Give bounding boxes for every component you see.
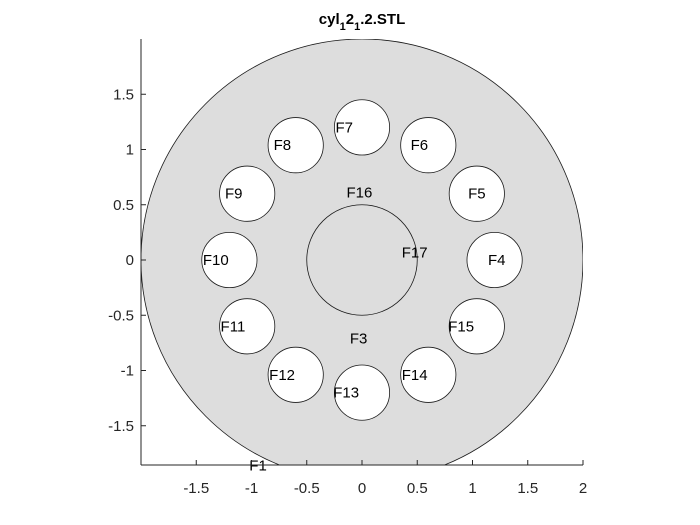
title-segment: 2 [346,11,354,28]
axes: -1.5 -1 -0.5 0 0.5 1 1.5 2 -1.5 -1 -0.5 0 0.5 1 1.5 [108,39,587,497]
face-label-f8: F8 [274,137,292,154]
x-tick-label: -1.5 [183,480,209,497]
face-label-f3: F3 [350,330,368,347]
hole-circle-6 [219,165,276,222]
title-segment: cyl [319,11,340,28]
title-subscript: 1 [354,21,360,33]
x-tick-label: -1 [245,480,258,497]
hole-circle-12 [448,298,505,355]
x-tick-label: 2 [579,480,587,497]
hole-circle-1 [466,231,523,289]
x-tick-label: 1 [468,480,476,497]
x-tick-label: -0.5 [294,480,320,497]
y-tick-label: -0.5 [108,307,134,324]
y-tick-label: 1 [126,142,134,159]
face-label-f1: F1 [249,458,267,475]
hole-circle-3 [400,117,457,174]
outer-boundary-circle [141,39,583,465]
face-label-f4: F4 [488,252,506,269]
y-tick-label: 0 [126,252,134,269]
face-label-f15: F15 [448,318,474,335]
y-tick-label: 0.5 [113,197,134,214]
shape-layer [141,39,583,465]
x-tick-label: 0 [358,480,366,497]
chart-title: cyl121.2.STL [319,11,405,33]
title-subscript: 1 [340,21,346,33]
x-tick-label: 1.5 [517,480,538,497]
face-label-f7: F7 [335,119,353,136]
hole-circle-10 [333,364,391,421]
hole-circle-2 [448,165,505,222]
title-segment: .2.STL [360,11,405,28]
face-label-f17: F17 [402,244,428,261]
hole-circle-4 [333,99,391,156]
face-label-f11: F11 [221,318,246,335]
y-tick-label: -1 [121,363,134,380]
hole-circle-8 [219,298,276,355]
face-label-f14: F14 [402,367,428,384]
hole-circle-7 [201,231,258,289]
face-label-f9: F9 [225,186,243,203]
face-label-layer: F1 F3 F4 F5 F6 F7 F8 F9 F10 F11 F12 F13 F14 F15 F16 F17 [203,119,506,474]
face-label-f16: F16 [347,185,373,202]
y-tick-label: -1.5 [108,418,134,435]
x-tick-label: 0.5 [407,480,428,497]
y-tick-label: 1.5 [113,86,134,103]
hole-circle-9 [267,346,324,403]
inner-face-circle [306,204,418,316]
hole-circle-11 [400,346,457,403]
face-label-f10: F10 [203,252,229,269]
face-label-f13: F13 [333,385,359,402]
face-label-f12: F12 [269,367,295,384]
hole-circle-5 [267,117,324,174]
face-label-f6: F6 [411,137,429,154]
face-label-f5: F5 [468,186,486,203]
